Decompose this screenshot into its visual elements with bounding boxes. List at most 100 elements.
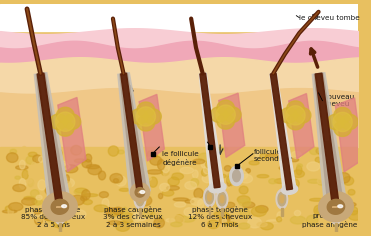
Ellipse shape <box>314 205 322 215</box>
Ellipse shape <box>147 170 162 174</box>
Ellipse shape <box>201 169 208 176</box>
Ellipse shape <box>19 179 26 189</box>
Ellipse shape <box>168 177 179 186</box>
Ellipse shape <box>114 179 119 183</box>
Polygon shape <box>56 206 64 207</box>
Ellipse shape <box>310 198 324 201</box>
Ellipse shape <box>217 190 222 196</box>
Ellipse shape <box>193 159 205 164</box>
Ellipse shape <box>88 181 100 188</box>
Ellipse shape <box>240 174 253 183</box>
Ellipse shape <box>47 174 55 180</box>
Polygon shape <box>217 100 234 116</box>
Ellipse shape <box>64 165 78 173</box>
Ellipse shape <box>71 214 78 223</box>
Polygon shape <box>57 121 74 136</box>
Ellipse shape <box>238 213 245 218</box>
Ellipse shape <box>233 170 239 175</box>
Ellipse shape <box>257 175 269 178</box>
Polygon shape <box>58 97 86 172</box>
Ellipse shape <box>228 182 233 186</box>
Ellipse shape <box>348 211 363 220</box>
Ellipse shape <box>57 219 63 228</box>
Ellipse shape <box>108 221 122 225</box>
Ellipse shape <box>62 205 66 208</box>
Ellipse shape <box>35 160 50 170</box>
Polygon shape <box>335 98 363 172</box>
Polygon shape <box>134 190 146 209</box>
Polygon shape <box>278 192 286 206</box>
Polygon shape <box>138 192 142 193</box>
Ellipse shape <box>269 179 276 184</box>
Ellipse shape <box>296 166 302 175</box>
Ellipse shape <box>75 159 86 163</box>
Ellipse shape <box>135 169 139 175</box>
Ellipse shape <box>198 153 211 161</box>
Ellipse shape <box>316 207 328 214</box>
Polygon shape <box>209 182 226 193</box>
Polygon shape <box>282 185 298 194</box>
Ellipse shape <box>8 206 13 216</box>
Ellipse shape <box>153 211 161 221</box>
Ellipse shape <box>102 198 109 208</box>
Ellipse shape <box>82 159 92 168</box>
Ellipse shape <box>315 157 321 163</box>
Ellipse shape <box>27 178 34 188</box>
Ellipse shape <box>304 220 308 227</box>
Ellipse shape <box>190 198 203 205</box>
Polygon shape <box>287 114 304 130</box>
Ellipse shape <box>115 176 126 186</box>
Polygon shape <box>332 206 340 207</box>
Bar <box>0 4 358 31</box>
Ellipse shape <box>335 186 342 195</box>
Polygon shape <box>318 73 329 140</box>
Ellipse shape <box>167 186 179 190</box>
Polygon shape <box>230 166 243 185</box>
Text: phase catagène
3% des cheveux
2 à 3 semaines: phase catagène 3% des cheveux 2 à 3 sema… <box>104 206 163 228</box>
Ellipse shape <box>9 202 23 211</box>
Ellipse shape <box>151 212 159 216</box>
Ellipse shape <box>171 173 184 180</box>
Ellipse shape <box>86 164 99 169</box>
Text: follicule
secondaire: follicule secondaire <box>254 149 293 162</box>
Ellipse shape <box>346 148 352 156</box>
Ellipse shape <box>94 164 100 173</box>
Ellipse shape <box>149 150 154 155</box>
Ellipse shape <box>132 213 141 222</box>
Ellipse shape <box>10 149 17 154</box>
Ellipse shape <box>147 150 158 159</box>
Polygon shape <box>276 190 288 209</box>
Ellipse shape <box>19 160 25 169</box>
Ellipse shape <box>243 202 255 208</box>
Ellipse shape <box>239 199 251 206</box>
Ellipse shape <box>289 158 299 162</box>
Ellipse shape <box>118 150 124 154</box>
Text: le cheveu tombe: le cheveu tombe <box>299 15 360 21</box>
Ellipse shape <box>31 162 36 170</box>
Ellipse shape <box>166 219 175 222</box>
Polygon shape <box>315 73 339 207</box>
Ellipse shape <box>22 198 37 205</box>
Ellipse shape <box>308 179 321 183</box>
Polygon shape <box>123 73 133 133</box>
Ellipse shape <box>3 210 17 213</box>
Ellipse shape <box>232 178 239 186</box>
Ellipse shape <box>175 163 183 171</box>
Polygon shape <box>287 101 304 116</box>
Ellipse shape <box>7 153 18 162</box>
Ellipse shape <box>338 173 350 183</box>
Ellipse shape <box>317 178 322 184</box>
Ellipse shape <box>22 146 26 152</box>
Ellipse shape <box>36 195 42 200</box>
Polygon shape <box>270 73 292 190</box>
Ellipse shape <box>328 210 333 214</box>
Polygon shape <box>280 108 298 123</box>
Ellipse shape <box>184 208 194 216</box>
Ellipse shape <box>227 176 232 186</box>
Polygon shape <box>135 188 145 197</box>
Ellipse shape <box>343 177 354 185</box>
Ellipse shape <box>185 200 194 203</box>
Polygon shape <box>121 73 143 193</box>
Polygon shape <box>289 93 314 159</box>
Polygon shape <box>216 105 235 124</box>
